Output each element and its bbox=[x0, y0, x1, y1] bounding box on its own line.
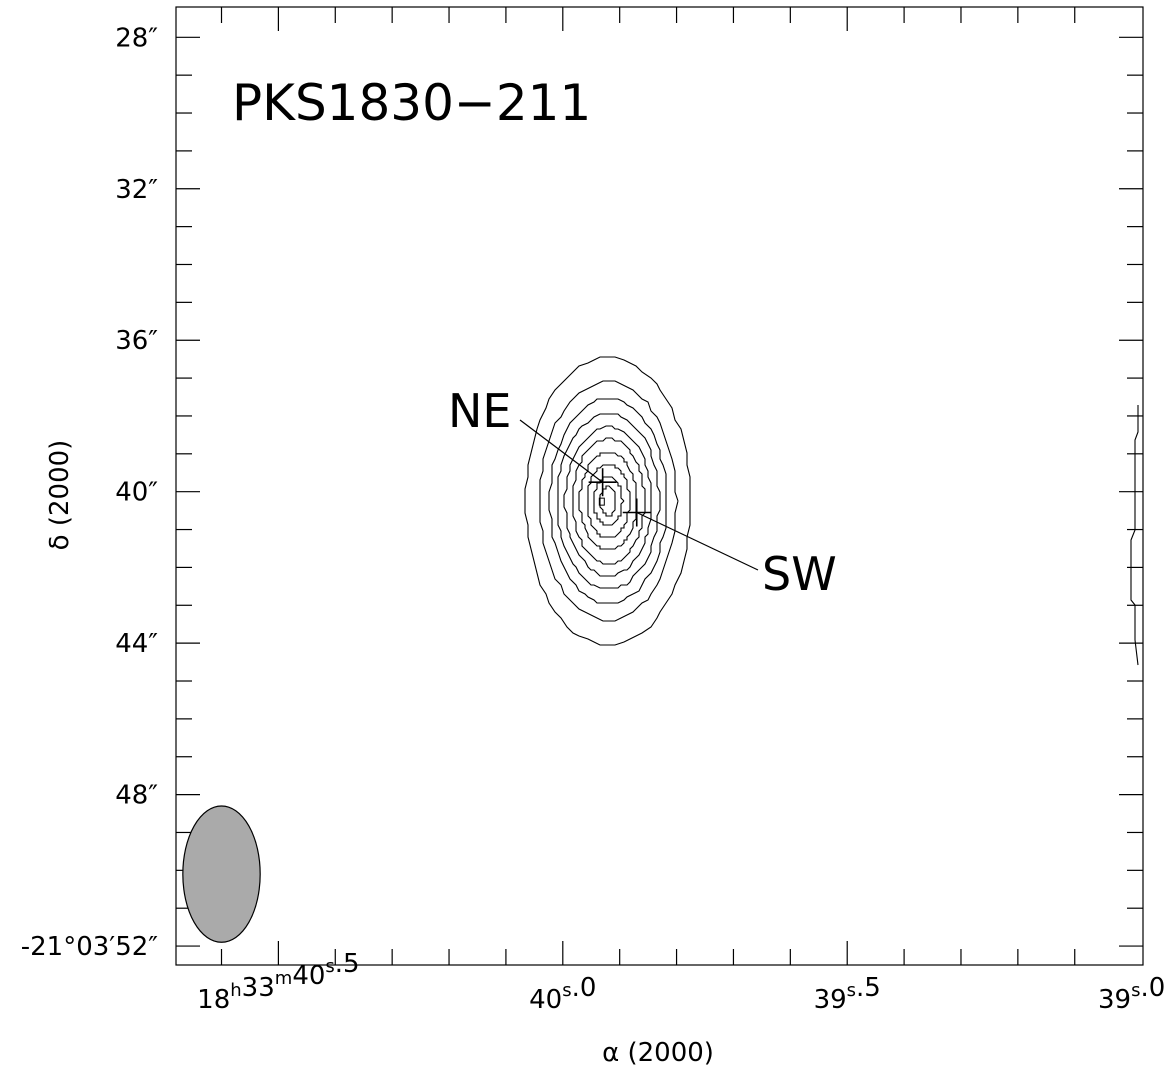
contour-peak bbox=[598, 497, 605, 506]
y-axis-label: δ (2000) bbox=[45, 440, 75, 551]
chart-title: PKS1830−211 bbox=[232, 74, 591, 132]
contour-level bbox=[557, 413, 661, 589]
x-tick-labels-group: 18h33m40s.5 40s.0 39s.5 39s.0 bbox=[197, 949, 1165, 1015]
y-tick-labels-group: 28″ 32″ 36″ 40″ 44″ 48″ -21°03′52″ bbox=[21, 23, 159, 962]
contour-level bbox=[563, 425, 652, 577]
contour-level bbox=[572, 437, 646, 565]
annotations-group: NE SW bbox=[448, 384, 837, 601]
component-markers-group bbox=[588, 468, 651, 527]
x-tick-label: 39s.5 bbox=[814, 973, 881, 1015]
ne-leader-line bbox=[519, 419, 603, 483]
tick-marks-group bbox=[176, 7, 1143, 965]
x-tick-label: 39s.0 bbox=[1098, 973, 1165, 1015]
contour-level bbox=[548, 398, 667, 604]
contour-group bbox=[524, 356, 1139, 666]
plot-frame-group bbox=[175, 6, 1144, 966]
edge-contour-fragment bbox=[1130, 405, 1139, 666]
contour-level bbox=[539, 380, 679, 622]
y-tick-label: -21°03′52″ bbox=[21, 932, 159, 962]
y-tick-label: 40″ bbox=[115, 478, 158, 508]
y-tick-label: 32″ bbox=[115, 175, 158, 205]
y-tick-label: 44″ bbox=[115, 629, 158, 659]
ne-label: NE bbox=[448, 384, 511, 438]
sw-leader-line bbox=[636, 511, 759, 571]
beam-ellipse bbox=[182, 805, 261, 943]
y-tick-label: 36″ bbox=[115, 326, 158, 356]
plot-frame bbox=[175, 6, 1144, 966]
contour-level bbox=[593, 476, 625, 526]
y-tick-label: 28″ bbox=[115, 23, 158, 53]
x-tick-label: 18h33m40s.5 bbox=[197, 949, 359, 1015]
contour-level bbox=[599, 485, 616, 517]
y-tick-label: 48″ bbox=[115, 781, 158, 811]
sw-label: SW bbox=[762, 547, 837, 601]
contour-level bbox=[578, 452, 637, 550]
x-axis-label: α (2000) bbox=[602, 1038, 714, 1068]
contour-level bbox=[524, 356, 691, 646]
beam-group bbox=[182, 805, 261, 943]
x-tick-label: 40s.0 bbox=[529, 973, 596, 1015]
contour-level bbox=[587, 464, 631, 538]
